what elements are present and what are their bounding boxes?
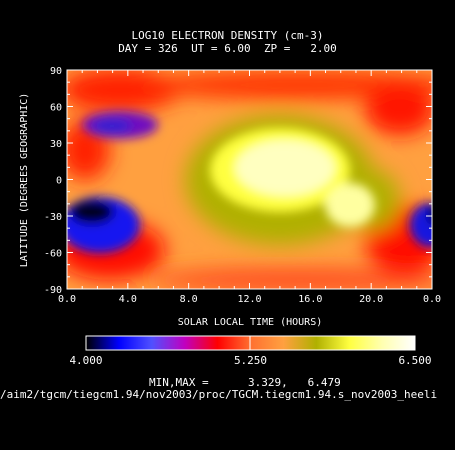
minmax-label: MIN,MAX = [149, 376, 209, 389]
zp-label: ZP = [263, 42, 291, 55]
y-tick-label: 90 [50, 66, 62, 77]
zp-value: 2.00 [310, 42, 337, 55]
day-value: 326 [157, 42, 178, 55]
chart-title: LOG10 ELECTRON DENSITY (cm-3) [131, 29, 324, 42]
min-value: 3.329 [248, 376, 282, 389]
heatmap-field [67, 70, 432, 289]
ut-value: 6.00 [224, 42, 251, 55]
day-label: DAY = [118, 42, 152, 55]
x-tick-label: 4.0 [119, 294, 137, 305]
x-tick-label: 16.0 [298, 294, 322, 305]
x-tick-label: 12.0 [237, 294, 261, 305]
colorbar-label: 6.500 [398, 354, 431, 367]
y-tick-label: 30 [50, 139, 62, 150]
colorbar-label: 4.000 [69, 354, 102, 367]
y-tick-label: 60 [50, 103, 62, 114]
y-tick-label: -90 [44, 285, 62, 296]
x-axis-label: SOLAR LOCAL TIME (HOURS) [178, 317, 323, 328]
y-axis-label: LATITUDE (DEGREES GEOGRAPHIC) [19, 93, 30, 268]
max-value: 6.479 [307, 376, 341, 389]
colorbar-label: 5.250 [234, 354, 267, 367]
x-tick-label: 0.0 [58, 294, 76, 305]
y-tick-label: 0 [56, 176, 62, 187]
minmax-values: 3.329, 6.479 [248, 376, 341, 389]
x-tick-label: 0.0 [423, 294, 441, 305]
x-tick-label: 20.0 [359, 294, 383, 305]
y-tick-label: -60 [44, 249, 62, 260]
file-path: /aim2/tgcm/tiegcm1.94/nov2003/proc/TGCM.… [0, 388, 438, 401]
y-tick-label: -30 [44, 212, 62, 223]
ut-label: UT = [191, 42, 218, 55]
chart-subtitle: DAY = 326 UT = 6.00 ZP = 2.00 [0, 43, 455, 55]
x-tick-label: 8.0 [180, 294, 198, 305]
